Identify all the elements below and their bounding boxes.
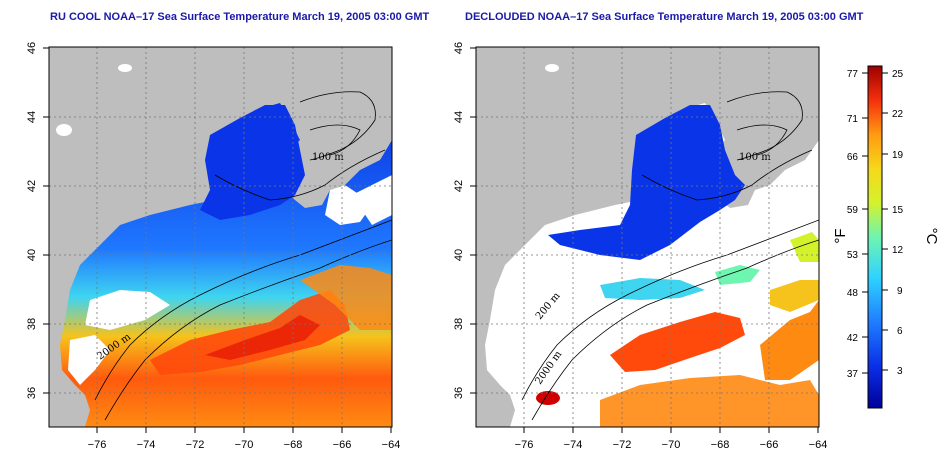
colorbar-f-tick: 37: [847, 369, 859, 380]
nodata-ocean: [485, 103, 819, 427]
warm-eddy: [536, 391, 560, 405]
lon-label: −68: [711, 439, 730, 451]
colorbar-f-tick: 48: [847, 288, 859, 299]
colorbar-f-tick: 77: [847, 69, 859, 80]
right-map-panel: 100 m 200 m 2000 m: [476, 47, 819, 427]
left-axis-ticks: [43, 47, 392, 433]
right-lon-labels: −76 −74 −72 −70 −68 −66 −64: [515, 439, 828, 451]
right-axis-ticks: [470, 47, 819, 433]
cold-water-region: [200, 105, 305, 220]
cyan-patch: [715, 265, 760, 285]
warm-core-region: [610, 312, 745, 372]
lake-1: [545, 64, 559, 72]
left-map-frame: [48, 46, 393, 428]
lon-label: −64: [382, 439, 401, 451]
lon-label: −74: [137, 439, 156, 451]
cold-water-region: [548, 105, 745, 260]
colorbar-f-tick: 53: [847, 250, 859, 261]
lat-label: 36: [453, 387, 465, 399]
lat-label: 36: [26, 387, 38, 399]
left-lat-labels: 46 44 42 40 38 36: [26, 42, 38, 399]
left-panel-title: RU COOL NOAA–17 Sea Surface Temperature …: [50, 11, 430, 23]
colorbar-c-tick: 12: [892, 245, 904, 256]
lake-2: [56, 124, 72, 136]
colorbar-c-tick: 22: [892, 109, 904, 120]
warm-east-region: [300, 265, 392, 330]
lon-label: −76: [515, 439, 534, 451]
lon-label: −70: [662, 439, 681, 451]
colorbar-gradient: [867, 65, 883, 409]
lat-label: 38: [26, 318, 38, 330]
colorbar-unit-celsius: °C: [923, 228, 940, 245]
lat-label: 38: [453, 318, 465, 330]
colorbar-c-tick: 6: [897, 326, 903, 337]
colorbar-f-tick: 66: [847, 152, 859, 163]
colorbar-c-tick: 19: [892, 150, 904, 161]
lon-label: −74: [564, 439, 583, 451]
contour-label-100m: 100 m: [312, 152, 344, 163]
cloud-mask-shelf: [68, 335, 110, 385]
lat-label: 44: [453, 111, 465, 123]
right-panel-title: DECLOUDED NOAA–17 Sea Surface Temperatur…: [465, 11, 864, 23]
lon-label: −70: [235, 439, 254, 451]
graticule: [49, 47, 392, 427]
colorbar-c-tick: 9: [897, 286, 903, 297]
right-map-frame: [475, 46, 820, 428]
colorbar-unit-fahrenheit: °F: [832, 228, 849, 243]
left-map-panel: 100 m 2000 m: [49, 47, 392, 427]
cloud-mask-north: [325, 185, 372, 225]
lat-label: 40: [26, 249, 38, 261]
lat-label: 46: [453, 42, 465, 54]
bathymetry-contours: [521, 91, 819, 421]
cloud-mask-coastal: [85, 290, 170, 330]
cyan-patch: [600, 278, 705, 300]
lon-label: −66: [760, 439, 779, 451]
lat-label: 46: [26, 42, 38, 54]
lon-label: −72: [613, 439, 632, 451]
warm-core-region: [150, 290, 350, 375]
colorbar-c-tick: 15: [892, 205, 904, 216]
gulf-stream-core: [205, 315, 320, 360]
yellow-patch: [790, 232, 819, 262]
warm-south-region: [600, 375, 819, 427]
graticule: [476, 47, 819, 427]
right-lat-labels: 46 44 42 40 38 36: [453, 42, 465, 399]
colorbar-c-tick: 25: [892, 69, 904, 80]
lat-label: 42: [26, 180, 38, 192]
lat-label: 40: [453, 249, 465, 261]
lon-label: −76: [88, 439, 107, 451]
lon-label: −66: [333, 439, 352, 451]
warm-ne-region: [770, 280, 819, 312]
colorbar-ticks: [862, 72, 888, 374]
colorbar-f-tick: 59: [847, 205, 859, 216]
warm-east-region: [760, 300, 819, 380]
colorbar: 77 71 66 59 53 48 42 37 25 22 19 15 12 9…: [832, 65, 940, 409]
lat-label: 42: [453, 180, 465, 192]
cloud-mask-east: [352, 175, 392, 225]
left-lon-labels: −76 −74 −72 −70 −68 −66 −64: [88, 439, 401, 451]
lon-label: −68: [284, 439, 303, 451]
bathymetry-contours: [94, 91, 392, 421]
lat-label: 44: [26, 111, 38, 123]
lon-label: −64: [809, 439, 828, 451]
colorbar-c-tick: 3: [897, 366, 903, 377]
contour-label-100m: 100 m: [739, 152, 771, 163]
colorbar-f-tick: 71: [847, 114, 859, 125]
lake-1: [118, 64, 132, 72]
colorbar-f-tick: 42: [847, 333, 859, 344]
lon-label: −72: [186, 439, 205, 451]
